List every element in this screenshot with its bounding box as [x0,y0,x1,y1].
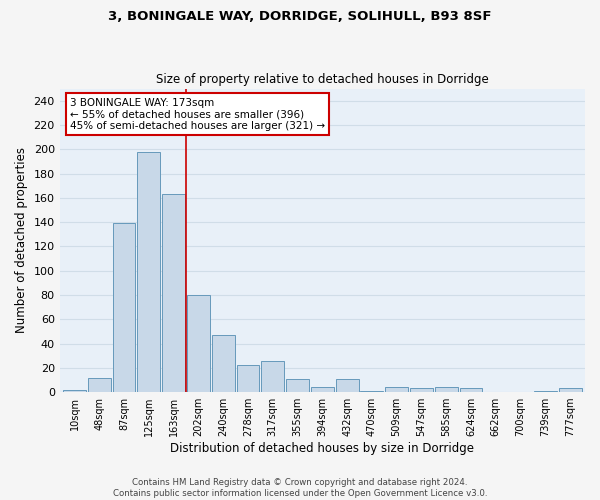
Bar [162,194,185,392]
Bar [187,295,210,392]
Text: 3, BONINGALE WAY, DORRIDGE, SOLIHULL, B93 8SF: 3, BONINGALE WAY, DORRIDGE, SOLIHULL, B9… [108,10,492,23]
Bar [137,152,160,392]
Title: Size of property relative to detached houses in Dorridge: Size of property relative to detached ho… [156,73,489,86]
Text: Contains HM Land Registry data © Crown copyright and database right 2024.
Contai: Contains HM Land Registry data © Crown c… [113,478,487,498]
Bar [311,387,334,392]
Y-axis label: Number of detached properties: Number of detached properties [15,148,28,334]
Bar [460,388,482,392]
Bar [559,388,581,392]
Bar [361,391,383,392]
Bar [286,378,309,392]
Text: 3 BONINGALE WAY: 173sqm
← 55% of detached houses are smaller (396)
45% of semi-d: 3 BONINGALE WAY: 173sqm ← 55% of detache… [70,98,325,131]
Bar [113,224,136,392]
Bar [212,335,235,392]
Bar [410,388,433,392]
Bar [534,391,557,392]
Bar [88,378,111,392]
X-axis label: Distribution of detached houses by size in Dorridge: Distribution of detached houses by size … [170,442,475,455]
Bar [435,387,458,392]
Bar [262,360,284,392]
Bar [385,387,408,392]
Bar [336,378,359,392]
Bar [63,390,86,392]
Bar [236,366,259,392]
